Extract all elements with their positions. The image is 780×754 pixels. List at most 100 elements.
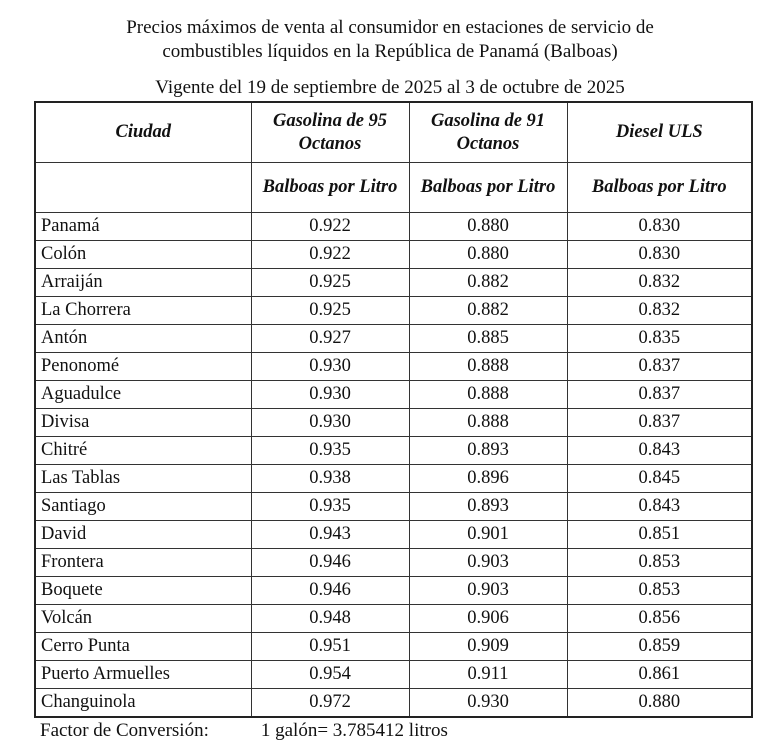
cell-city: Volcán <box>34 604 252 633</box>
conversion-value: 1 galón= 3.785412 litros <box>260 720 448 741</box>
cell-gas95: 0.954 <box>250 660 410 689</box>
cell-gas91: 0.888 <box>408 408 568 437</box>
cell-gas91: 0.880 <box>408 240 568 269</box>
cell-gas95: 0.925 <box>250 268 410 297</box>
cell-city: Cerro Punta <box>34 632 252 661</box>
cell-diesel: 0.837 <box>566 352 753 381</box>
cell-diesel: 0.853 <box>566 548 753 577</box>
cell-gas95: 0.938 <box>250 464 410 493</box>
cell-gas95: 0.935 <box>250 436 410 465</box>
table-row: Antón 0.927 0.885 0.835 <box>34 324 753 353</box>
title-line-1: Precios máximos de venta al consumidor e… <box>126 17 654 38</box>
title-line-2: combustibles líquidos en la República de… <box>162 41 618 62</box>
unit-gas91: Balboas por Litro <box>408 162 568 213</box>
cell-city: Panamá <box>34 212 252 241</box>
cell-diesel: 0.837 <box>566 408 753 437</box>
cell-gas95: 0.922 <box>250 240 410 269</box>
table-row: Colón 0.922 0.880 0.830 <box>34 240 753 269</box>
cell-gas91: 0.906 <box>408 604 568 633</box>
cell-gas95: 0.922 <box>250 212 410 241</box>
cell-gas91: 0.893 <box>408 436 568 465</box>
cell-gas95: 0.930 <box>250 380 410 409</box>
table-row: Boquete 0.946 0.903 0.853 <box>34 576 753 605</box>
units-row: Balboas por Litro Balboas por Litro Balb… <box>34 162 753 213</box>
conversion-factor: Factor de Conversión: 1 galón= 3.785412 l… <box>40 720 448 742</box>
header-gas95: Gasolina de 95 Octanos <box>250 101 410 163</box>
cell-city: Las Tablas <box>34 464 252 493</box>
cell-diesel: 0.861 <box>566 660 753 689</box>
cell-city: Frontera <box>34 548 252 577</box>
table-row: Cerro Punta 0.951 0.909 0.859 <box>34 632 753 661</box>
header-gas91: Gasolina de 91 Octanos <box>408 101 568 163</box>
table-row: Las Tablas 0.938 0.896 0.845 <box>34 464 753 493</box>
cell-gas91: 0.903 <box>408 548 568 577</box>
fuel-price-table: Ciudad Gasolina de 95 Octanos Gasolina d… <box>34 101 753 718</box>
cell-diesel: 0.830 <box>566 240 753 269</box>
cell-city: Penonomé <box>34 352 252 381</box>
table-row: Changuinola 0.972 0.930 0.880 <box>34 688 753 718</box>
cell-gas95: 0.930 <box>250 408 410 437</box>
cell-city: Chitré <box>34 436 252 465</box>
validity-period: Vigente del 19 de septiembre de 2025 al … <box>155 77 625 98</box>
header-diesel: Diesel ULS <box>566 101 753 163</box>
cell-city: Colón <box>34 240 252 269</box>
conversion-label: Factor de Conversión: <box>40 720 209 741</box>
cell-gas95: 0.925 <box>250 296 410 325</box>
cell-city: Santiago <box>34 492 252 521</box>
cell-diesel: 0.851 <box>566 520 753 549</box>
table-row: La Chorrera 0.925 0.882 0.832 <box>34 296 753 325</box>
cell-city: La Chorrera <box>34 296 252 325</box>
cell-gas91: 0.888 <box>408 352 568 381</box>
unit-gas95: Balboas por Litro <box>250 162 410 213</box>
cell-city: Divisa <box>34 408 252 437</box>
cell-gas91: 0.882 <box>408 268 568 297</box>
cell-diesel: 0.837 <box>566 380 753 409</box>
cell-gas95: 0.946 <box>250 548 410 577</box>
cell-city: Antón <box>34 324 252 353</box>
cell-diesel: 0.835 <box>566 324 753 353</box>
table-row: Arraiján 0.925 0.882 0.832 <box>34 268 753 297</box>
cell-diesel: 0.853 <box>566 576 753 605</box>
cell-city: Arraiján <box>34 268 252 297</box>
table-row: Aguadulce 0.930 0.888 0.837 <box>34 380 753 409</box>
cell-city: Boquete <box>34 576 252 605</box>
cell-city: Changuinola <box>34 688 252 718</box>
cell-diesel: 0.843 <box>566 492 753 521</box>
cell-city: Aguadulce <box>34 380 252 409</box>
unit-city <box>34 162 252 213</box>
header-city: Ciudad <box>34 101 252 163</box>
table-row: Santiago 0.935 0.893 0.843 <box>34 492 753 521</box>
cell-gas91: 0.880 <box>408 212 568 241</box>
cell-diesel: 0.830 <box>566 212 753 241</box>
cell-gas91: 0.903 <box>408 576 568 605</box>
cell-gas91: 0.888 <box>408 380 568 409</box>
table-row: Puerto Armuelles 0.954 0.911 0.861 <box>34 660 753 689</box>
cell-gas91: 0.909 <box>408 632 568 661</box>
cell-gas95: 0.972 <box>250 688 410 718</box>
cell-diesel: 0.859 <box>566 632 753 661</box>
cell-gas95: 0.943 <box>250 520 410 549</box>
cell-gas95: 0.951 <box>250 632 410 661</box>
table-row: Panamá 0.922 0.880 0.830 <box>34 212 753 241</box>
cell-gas95: 0.927 <box>250 324 410 353</box>
table-row: Divisa 0.930 0.888 0.837 <box>34 408 753 437</box>
cell-diesel: 0.880 <box>566 688 753 718</box>
cell-gas91: 0.893 <box>408 492 568 521</box>
cell-diesel: 0.843 <box>566 436 753 465</box>
cell-diesel: 0.832 <box>566 268 753 297</box>
cell-city: David <box>34 520 252 549</box>
cell-gas95: 0.946 <box>250 576 410 605</box>
cell-gas91: 0.901 <box>408 520 568 549</box>
table-row: Volcán 0.948 0.906 0.856 <box>34 604 753 633</box>
cell-gas91: 0.930 <box>408 688 568 718</box>
cell-diesel: 0.856 <box>566 604 753 633</box>
cell-gas91: 0.882 <box>408 296 568 325</box>
cell-gas95: 0.930 <box>250 352 410 381</box>
header-row: Ciudad Gasolina de 95 Octanos Gasolina d… <box>34 101 753 163</box>
cell-gas95: 0.935 <box>250 492 410 521</box>
table-row: David 0.943 0.901 0.851 <box>34 520 753 549</box>
cell-diesel: 0.832 <box>566 296 753 325</box>
cell-gas95: 0.948 <box>250 604 410 633</box>
table-row: Frontera 0.946 0.903 0.853 <box>34 548 753 577</box>
table-row: Chitré 0.935 0.893 0.843 <box>34 436 753 465</box>
